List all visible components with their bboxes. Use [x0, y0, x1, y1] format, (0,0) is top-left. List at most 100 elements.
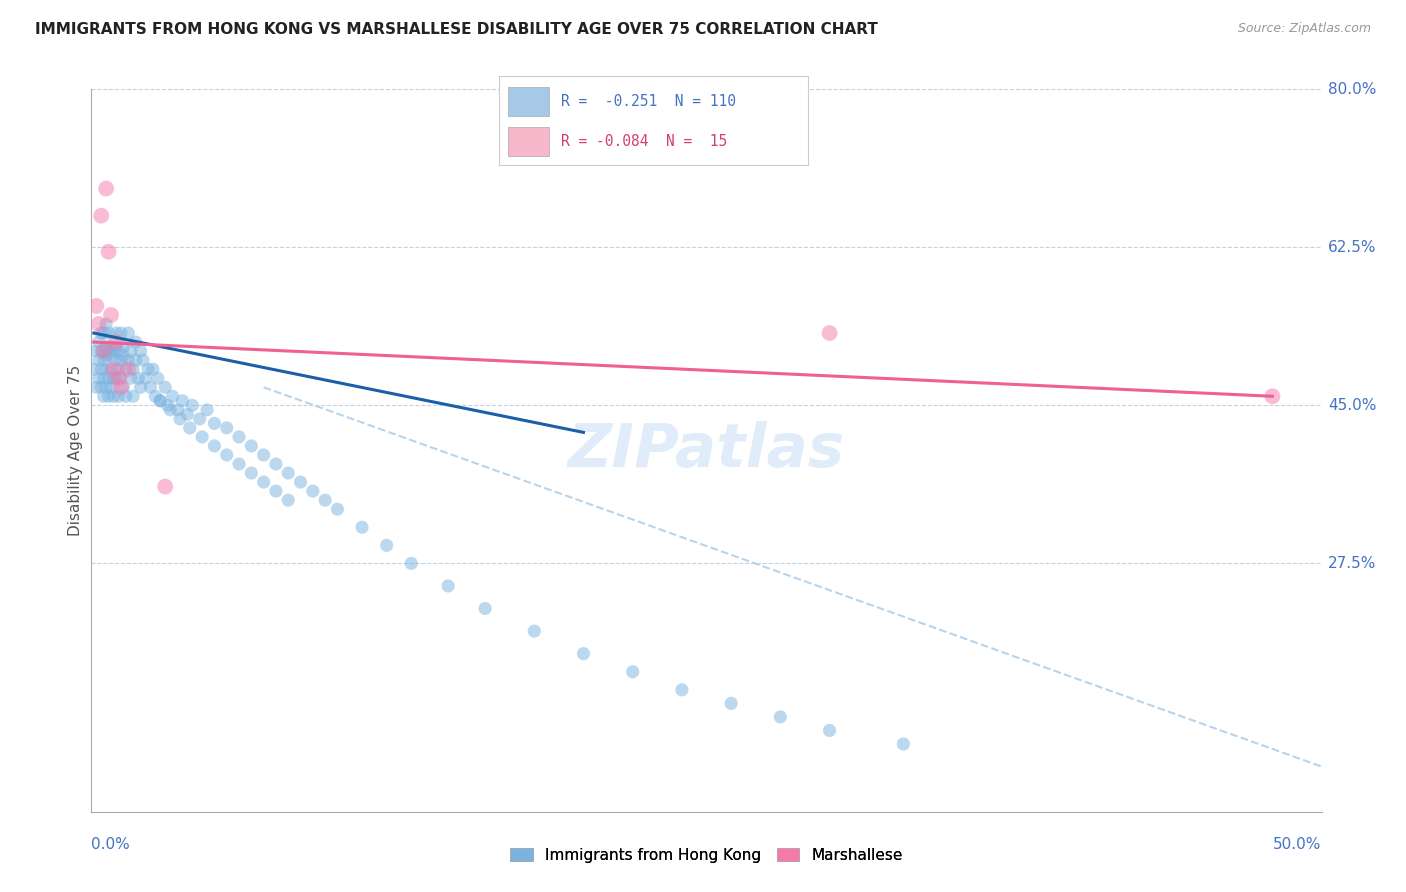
- Text: Source: ZipAtlas.com: Source: ZipAtlas.com: [1237, 22, 1371, 36]
- Point: [135, 371, 156, 385]
- Point: [87, 334, 110, 349]
- Point: [176, 407, 198, 421]
- Point: [103, 344, 125, 359]
- Point: [107, 389, 129, 403]
- Point: [621, 665, 644, 679]
- Point: [97, 344, 120, 359]
- Point: [107, 344, 129, 359]
- Point: [139, 380, 162, 394]
- Point: [112, 349, 135, 363]
- Point: [153, 380, 177, 394]
- Point: [87, 317, 110, 331]
- Point: [277, 466, 299, 480]
- Point: [264, 457, 287, 471]
- Text: 80.0%: 80.0%: [1327, 82, 1376, 96]
- Point: [202, 417, 225, 431]
- Point: [96, 362, 117, 376]
- Point: [105, 353, 127, 368]
- Point: [120, 344, 142, 359]
- Point: [117, 353, 139, 368]
- Point: [100, 308, 122, 322]
- Point: [96, 181, 117, 195]
- Point: [215, 448, 238, 462]
- Text: 0.0%: 0.0%: [91, 837, 131, 852]
- Point: [818, 326, 841, 340]
- Point: [103, 362, 125, 376]
- Point: [86, 344, 108, 359]
- Point: [181, 398, 204, 412]
- FancyBboxPatch shape: [509, 87, 548, 116]
- Point: [112, 340, 135, 354]
- Point: [159, 402, 181, 417]
- Point: [375, 538, 398, 552]
- Point: [166, 402, 188, 417]
- Point: [240, 439, 263, 453]
- Point: [136, 362, 159, 376]
- Point: [105, 326, 127, 340]
- Point: [215, 421, 238, 435]
- Point: [437, 579, 460, 593]
- Point: [96, 317, 117, 331]
- Text: ZIPatlas: ZIPatlas: [568, 421, 845, 480]
- Point: [129, 344, 152, 359]
- Point: [96, 380, 117, 394]
- Point: [105, 340, 127, 354]
- Point: [202, 439, 225, 453]
- Point: [253, 475, 276, 489]
- Point: [86, 299, 108, 313]
- Point: [93, 389, 115, 403]
- Point: [117, 362, 139, 376]
- Point: [891, 737, 914, 751]
- Point: [103, 371, 125, 385]
- Point: [769, 710, 792, 724]
- Point: [105, 334, 127, 349]
- Point: [228, 457, 250, 471]
- Point: [97, 389, 120, 403]
- Point: [122, 362, 145, 376]
- Point: [93, 326, 115, 340]
- Point: [314, 493, 336, 508]
- Point: [86, 380, 108, 394]
- Point: [818, 723, 841, 738]
- Point: [326, 502, 349, 516]
- Point: [142, 362, 165, 376]
- Point: [290, 475, 312, 489]
- Point: [162, 389, 184, 403]
- Point: [156, 398, 179, 412]
- Text: 27.5%: 27.5%: [1327, 556, 1376, 571]
- Point: [122, 389, 145, 403]
- Legend: Immigrants from Hong Kong, Marshallese: Immigrants from Hong Kong, Marshallese: [503, 842, 910, 869]
- Point: [124, 334, 146, 349]
- Point: [352, 520, 374, 534]
- Point: [195, 402, 218, 417]
- Point: [105, 371, 127, 385]
- Point: [93, 371, 115, 385]
- Point: [179, 421, 201, 435]
- Point: [110, 353, 132, 368]
- Point: [100, 362, 122, 376]
- Point: [107, 371, 129, 385]
- Point: [277, 493, 299, 508]
- Point: [671, 682, 693, 697]
- Point: [228, 430, 250, 444]
- Y-axis label: Disability Age Over 75: Disability Age Over 75: [67, 365, 83, 536]
- Point: [146, 371, 169, 385]
- Point: [100, 340, 122, 354]
- Point: [720, 696, 742, 710]
- Point: [399, 557, 422, 571]
- Point: [1261, 389, 1284, 403]
- Point: [93, 344, 115, 359]
- FancyBboxPatch shape: [509, 127, 548, 156]
- Point: [264, 484, 287, 499]
- Text: R = -0.084  N =  15: R = -0.084 N = 15: [561, 134, 727, 149]
- Point: [572, 647, 595, 661]
- Point: [112, 380, 135, 394]
- Point: [153, 480, 177, 494]
- Point: [110, 380, 132, 394]
- Point: [97, 244, 120, 259]
- Point: [301, 484, 323, 499]
- Point: [523, 624, 546, 639]
- Point: [96, 349, 117, 363]
- Text: 50.0%: 50.0%: [1274, 837, 1322, 852]
- Point: [83, 362, 105, 376]
